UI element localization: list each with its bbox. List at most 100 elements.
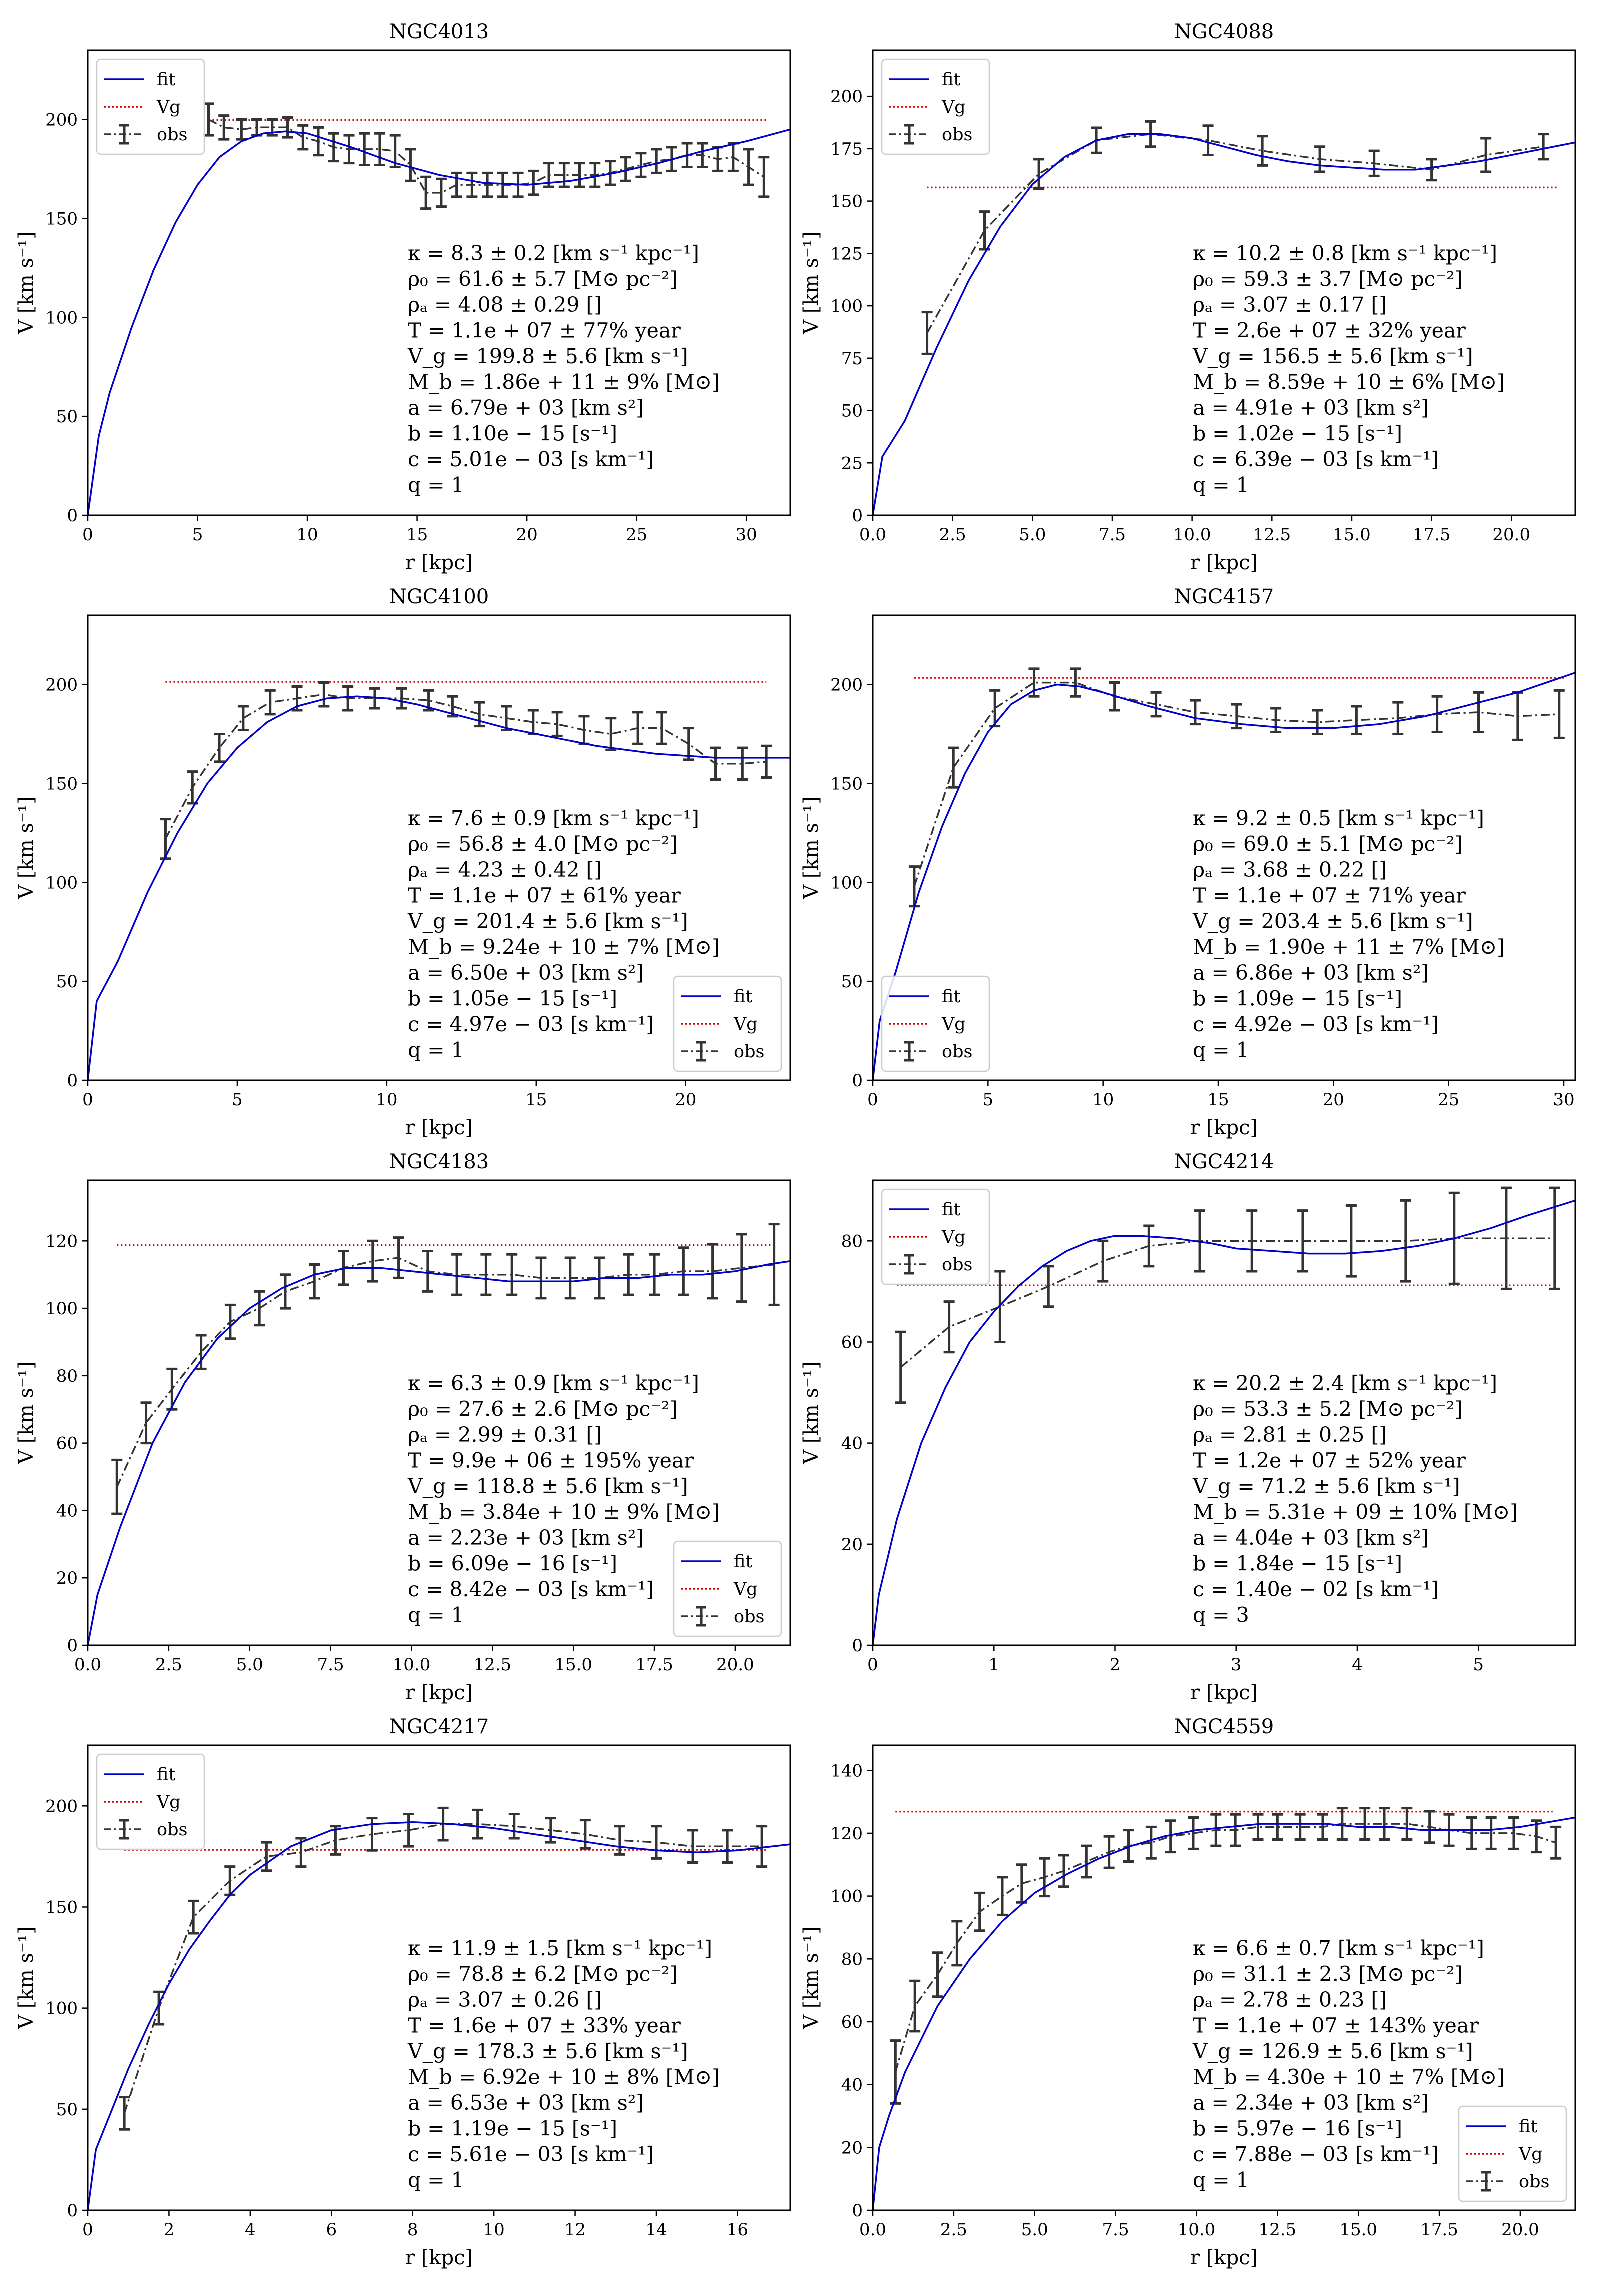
error-bar <box>367 1239 378 1283</box>
legend-vg-label: Vg <box>156 97 181 117</box>
x-tick-label: 20.0 <box>1492 525 1530 545</box>
plot-area <box>88 1806 790 2210</box>
fit-curve <box>873 133 1575 515</box>
error-bar <box>1103 1835 1115 1869</box>
fit-curve <box>873 1199 1575 1645</box>
fit-parameter: ρ₀ = 61.6 ± 5.7 [M⊙ pc⁻²] <box>408 267 678 291</box>
x-tick-label: 15 <box>525 1090 547 1110</box>
fit-parameter: V_g = 156.5 ± 5.6 [km s⁻¹] <box>1192 344 1473 368</box>
fit-parameter: a = 6.53e + 03 [km s²] <box>408 2091 644 2115</box>
error-bar <box>707 1243 718 1300</box>
fit-parameter: κ = 6.6 ± 0.7 [km s⁻¹ kpc⁻¹] <box>1193 1936 1484 1960</box>
legend-obs-label: obs <box>734 1607 764 1627</box>
x-tick-label: 10 <box>1092 1090 1114 1110</box>
error-bar <box>651 148 662 174</box>
fit-parameters: κ = 6.3 ± 0.9 [km s⁻¹ kpc⁻¹]ρ₀ = 27.6 ± … <box>407 1371 720 1627</box>
fit-parameter: a = 6.50e + 03 [km s²] <box>408 961 644 985</box>
error-bar <box>758 156 770 198</box>
error-bar <box>1270 707 1282 733</box>
x-tick-label: 0 <box>82 525 93 545</box>
error-bar <box>1202 124 1214 156</box>
fit-parameter: T = 2.6e + 07 ± 32% year <box>1193 319 1466 343</box>
x-tick-label: 10 <box>296 525 318 545</box>
error-bar <box>1230 1813 1241 1847</box>
legend-fit-label: fit <box>942 987 960 1007</box>
legend-vg-label: Vg <box>941 1227 966 1247</box>
y-tick-label: 50 <box>841 401 863 421</box>
fit-parameter: V_g = 199.8 ± 5.6 [km s⁻¹] <box>407 344 688 368</box>
axes-frame <box>87 49 791 516</box>
error-bar <box>994 1270 1006 1343</box>
x-tick-label: 10.0 <box>1178 2220 1216 2240</box>
x-tick-label: 4 <box>1352 1655 1363 1675</box>
error-bar <box>687 1829 699 1864</box>
y-tick-label: 80 <box>56 1366 78 1386</box>
error-bar <box>974 1891 985 1932</box>
fit-parameter: ρ₀ = 78.8 ± 6.2 [M⊙ pc⁻²] <box>408 1962 678 1986</box>
y-tick-label: 100 <box>45 873 78 893</box>
error-bar <box>111 1458 123 1515</box>
y-tick-label: 75 <box>841 349 863 369</box>
fit-parameter: b = 1.05e − 15 [s⁻¹] <box>408 987 617 1011</box>
x-tick-label: 30 <box>1553 1090 1574 1110</box>
error-bar <box>650 1825 662 1860</box>
x-tick-label: 14 <box>645 2220 667 2240</box>
fit-parameter: b = 1.10e − 15 [s⁻¹] <box>408 422 617 446</box>
error-bar <box>451 171 462 198</box>
error-bar <box>1252 1813 1264 1841</box>
error-bar <box>359 132 370 167</box>
error-bar <box>501 705 512 732</box>
fit-parameter: T = 1.2e + 07 ± 52% year <box>1193 1449 1466 1473</box>
legend: fit Vg obs <box>881 975 990 1072</box>
error-bar <box>1165 1819 1176 1854</box>
error-bar <box>909 1979 921 2033</box>
x-tick-label: 25 <box>626 525 647 545</box>
fit-parameter: M_b = 9.24e + 10 ± 7% [M⊙] <box>408 935 720 959</box>
legend: fit Vg obs <box>1458 2105 1567 2202</box>
error-bar <box>768 1223 780 1306</box>
legend-vg-label: Vg <box>156 1792 181 1812</box>
fit-parameter: M_b = 3.84e + 10 ± 9% [M⊙] <box>408 1500 720 1524</box>
y-axis-label: V [km s⁻¹] <box>15 796 38 899</box>
error-bar <box>1257 135 1268 167</box>
error-bar <box>160 818 171 860</box>
error-bar <box>979 210 990 251</box>
error-bar <box>1150 691 1162 718</box>
error-bar <box>1272 1813 1283 1841</box>
y-axis-label: V [km s⁻¹] <box>15 1926 38 2029</box>
fit-parameter: ρ₀ = 69.0 ± 5.1 [M⊙ pc⁻²] <box>1193 832 1463 856</box>
fit-parameter: a = 4.04e + 03 [km s²] <box>1193 1526 1429 1550</box>
fit-curve <box>88 1260 790 1645</box>
panel-ngc4013: NGC4013 0 5 10 15 20 25 30 0 50 100 150 200 r [kpc] V … <box>15 20 791 574</box>
error-bar <box>1392 701 1404 735</box>
fit-parameter: ρ₀ = 27.6 ± 2.6 [M⊙ pc⁻²] <box>408 1397 678 1421</box>
y-tick-label: 120 <box>830 1824 863 1844</box>
y-tick-label: 50 <box>56 972 78 992</box>
panel-ngc4183: NGC4183 0.0 2.5 5.0 7.5 10.0 12.5 15.0 17.5 20.0 0… <box>15 1150 791 1704</box>
error-bar <box>1473 691 1484 733</box>
error-bar <box>1500 1186 1512 1290</box>
error-bar <box>187 770 198 805</box>
panel-title: NGC4214 <box>1174 1150 1274 1173</box>
error-bar <box>697 142 708 168</box>
error-bar <box>1028 667 1040 698</box>
error-bar <box>890 2039 901 2105</box>
fit-parameter: V_g = 201.4 ± 5.6 [km s⁻¹] <box>407 909 688 933</box>
y-tick-label: 40 <box>56 1501 78 1521</box>
y-tick-label: 50 <box>841 972 863 992</box>
error-bar <box>1480 137 1492 173</box>
x-tick-label: 17.5 <box>1420 2220 1458 2240</box>
x-tick-label: 0 <box>867 1090 878 1110</box>
y-tick-label: 125 <box>830 244 863 264</box>
error-bar <box>254 1290 265 1327</box>
fit-parameter: b = 1.02e − 15 [s⁻¹] <box>1193 422 1402 446</box>
error-bar <box>535 1256 547 1300</box>
legend-vg-label: Vg <box>733 1014 758 1034</box>
error-bar <box>1531 1819 1542 1854</box>
fit-parameters: κ = 7.6 ± 0.9 [km s⁻¹ kpc⁻¹]ρ₀ = 56.8 ± … <box>407 806 720 1062</box>
fit-parameter: q = 1 <box>408 1038 464 1062</box>
error-bar <box>943 1300 955 1354</box>
error-bar <box>989 689 1001 728</box>
fit-parameter: κ = 20.2 ± 2.4 [km s⁻¹ kpc⁻¹] <box>1193 1371 1497 1395</box>
panel-title: NGC4183 <box>389 1150 489 1173</box>
